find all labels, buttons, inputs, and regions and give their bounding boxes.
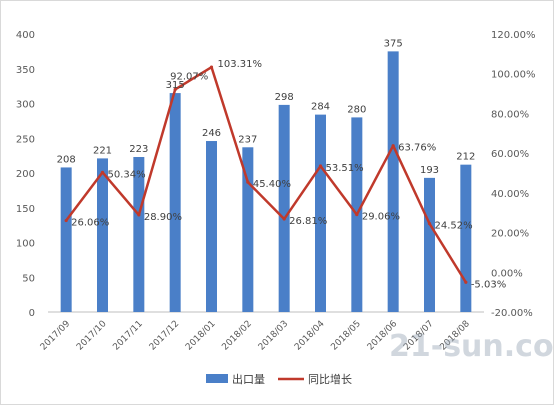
growth-line (65, 65, 467, 283)
bar-data-label: 208 (57, 154, 76, 165)
line-data-label: 53.51% (326, 163, 364, 174)
bar-data-label: 246 (202, 128, 221, 139)
line-layer (64, 65, 468, 284)
legend: 出口量 同比增长 (206, 372, 352, 386)
line-point (282, 217, 286, 221)
bar (387, 51, 399, 312)
legend-label-growth: 同比增长 (308, 372, 352, 386)
y-left-tick-label: 200 (16, 169, 35, 180)
line-point (64, 218, 68, 223)
line-data-label: 24.52% (435, 221, 473, 232)
line-point (355, 212, 359, 217)
line-data-label: 26.81% (289, 216, 327, 227)
x-tick-label: 2017/12 (148, 319, 182, 353)
line-point (427, 221, 432, 226)
x-tick-label: 2018/04 (293, 319, 327, 353)
line-point (318, 164, 323, 168)
line-data-label: 29.06% (362, 212, 400, 223)
y-left-tick-label: 150 (16, 204, 35, 215)
line-point (100, 170, 105, 174)
bar (169, 93, 181, 312)
y-left-tick-label: 350 (16, 65, 35, 76)
y-right-tick-label: -20.00% (491, 308, 533, 319)
line-point (464, 280, 468, 284)
bar-data-label: 298 (275, 92, 294, 103)
line-data-label: 63.76% (398, 143, 436, 154)
y-left-tick-label: 250 (16, 134, 35, 145)
line-data-label: 103.31% (218, 59, 263, 70)
y-left-tick-label: 0 (29, 308, 35, 319)
labels-layer: 208 221 223 315 246 237 298 284 280 375 193 212 26.0… (57, 38, 507, 290)
bar (460, 164, 472, 312)
bar (133, 157, 145, 312)
axes-layer: 0 50 100 150 200 250 300 350 400 -20.00% 0.00% 20.0… (16, 30, 536, 353)
y-right-tick-label: 60.00% (491, 149, 529, 160)
x-tick-label: 2018/03 (257, 319, 291, 353)
x-tick-label: 2018/01 (184, 319, 218, 353)
y-right-tick-label: 120.00% (491, 30, 536, 41)
bar (206, 141, 217, 312)
bar (315, 114, 326, 313)
bar-data-label: 375 (384, 38, 403, 49)
bar-data-label: 223 (129, 144, 148, 155)
line-point (137, 213, 141, 217)
line-data-label: 28.90% (144, 212, 182, 223)
watermark: 21-sun.com (389, 329, 553, 364)
x-tick-label: 2017/11 (111, 319, 145, 353)
bar (60, 167, 72, 312)
line-point (246, 180, 250, 184)
y-right-tick-label: 20.00% (491, 229, 529, 240)
bar (278, 104, 290, 312)
bar (424, 177, 435, 312)
legend-swatch-export (206, 374, 228, 383)
line-point (391, 144, 395, 148)
legend-label-export: 出口量 (232, 372, 265, 386)
y-right-tick-label: 80.00% (491, 109, 529, 120)
y-left-tick-label: 50 (22, 273, 35, 284)
x-tick-label: 2017/09 (39, 319, 73, 353)
x-tick-label: 2018/05 (329, 319, 363, 353)
bar (242, 147, 254, 312)
line-data-label: 50.34% (108, 169, 146, 180)
line-data-label: 45.40% (253, 179, 291, 190)
x-tick-label: 2017/10 (75, 319, 109, 353)
line-data-label: 92.07% (170, 71, 208, 82)
y-right-tick-label: 40.00% (491, 189, 529, 200)
y-left-tick-label: 300 (16, 100, 35, 111)
y-right-tick-label: 0.00% (491, 268, 523, 279)
bar-data-label: 237 (238, 134, 257, 145)
line-data-label: -5.03% (471, 279, 506, 290)
line-point (209, 65, 214, 69)
bar-data-label: 315 (166, 80, 185, 91)
bar-data-label: 193 (420, 165, 439, 176)
x-tick-label: 2018/02 (220, 319, 254, 353)
bar-data-label: 280 (347, 104, 366, 115)
y-left-tick-label: 400 (16, 30, 35, 41)
bar-data-label: 284 (311, 102, 330, 113)
y-right-tick-label: 100.00% (491, 70, 536, 81)
line-point (173, 87, 177, 92)
y-left-tick-label: 100 (16, 239, 35, 250)
line-data-label: 26.06% (71, 218, 109, 229)
bar (97, 158, 108, 312)
bar-data-label: 221 (93, 145, 112, 156)
bar-data-label: 212 (456, 152, 475, 163)
